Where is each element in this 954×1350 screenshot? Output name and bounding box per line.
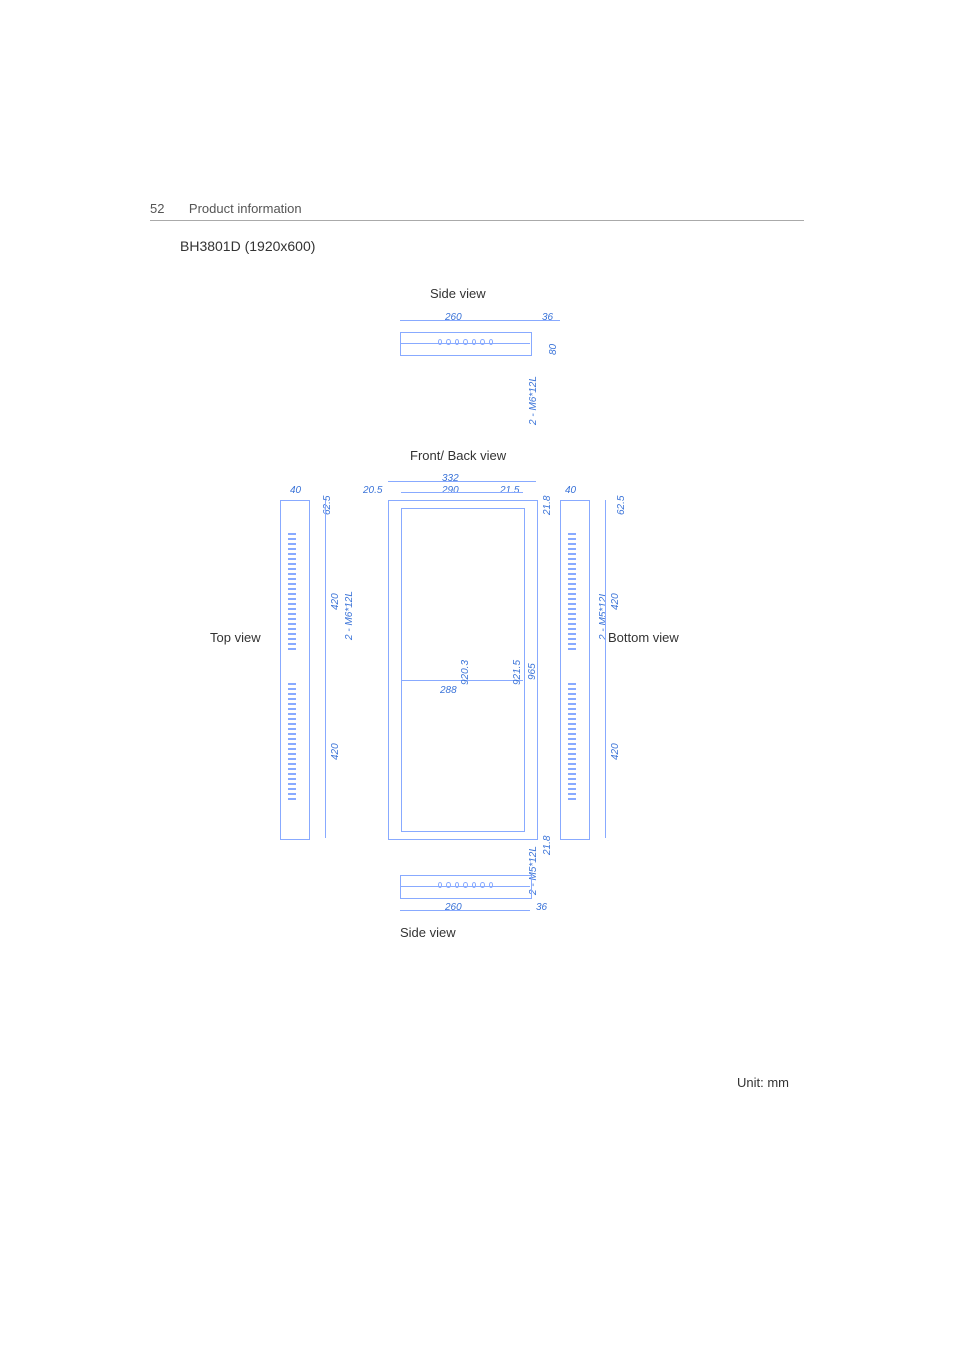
model-title: BH3801D (1920x600) <box>180 238 315 254</box>
top-view-slots-upper <box>288 530 296 650</box>
dim-bot-420b: 420 <box>610 743 621 760</box>
dim-top-420b: 420 <box>330 743 341 760</box>
note-side-top-hole: 2 - M6*12L <box>528 376 539 425</box>
dimline-side-bot-w <box>400 910 530 911</box>
dim-fb-205: 20.5 <box>363 485 382 496</box>
dim-fb-9215: 921.5 <box>512 660 523 685</box>
dimline-fb-top1 <box>388 481 536 482</box>
note-top-hole: 2 - M6*12L <box>344 591 355 640</box>
dim-fb-9203: 920.3 <box>460 660 471 685</box>
unit-label: Unit: mm <box>737 1075 789 1090</box>
dim-side-bot-260: 260 <box>445 902 462 913</box>
page-header: 52 Product information <box>150 200 804 218</box>
dim-bot-40: 40 <box>565 485 576 496</box>
dimline-bot-outer <box>605 500 606 838</box>
dim-fb-965: 965 <box>527 663 538 680</box>
dim-fb-218-top: 21.8 <box>542 496 553 515</box>
dim-fb-332: 332 <box>442 473 459 484</box>
side-view-bottom-holes <box>438 880 493 890</box>
dim-side-top-80: 80 <box>548 344 559 355</box>
dimline-top-outer <box>325 500 326 838</box>
dim-fb-290: 290 <box>442 485 459 496</box>
dimline-fb-top2 <box>401 492 523 493</box>
dimline-side-top-w2 <box>530 320 560 321</box>
dim-fb-215: 21.5 <box>500 485 519 496</box>
dim-side-top-36: 36 <box>542 312 553 323</box>
page-root: 52 Product information BH3801D (1920x600… <box>0 0 954 1350</box>
dim-side-top-260: 260 <box>445 312 462 323</box>
dim-top-420a: 420 <box>330 593 341 610</box>
page-number: 52 <box>150 201 164 216</box>
note-bot-hole: 2 - M5*12L <box>598 591 609 640</box>
dim-top-40: 40 <box>290 485 301 496</box>
dim-bot-420a: 420 <box>610 593 621 610</box>
header-rule <box>150 220 804 221</box>
header-section-title: Product information <box>189 201 302 216</box>
side-view-top-holes <box>438 337 493 347</box>
dimline-side-top-w <box>400 320 530 321</box>
bottom-view-slots-lower <box>568 680 576 800</box>
bottom-view-slots-upper <box>568 530 576 650</box>
dim-bot-625: 62.5 <box>616 496 627 515</box>
top-view-slots-lower <box>288 680 296 800</box>
diagram-area: 260 36 80 2 - M6*12L 332 290 288 20.5 21… <box>150 270 804 1030</box>
dim-top-625: 62.5 <box>322 496 333 515</box>
dim-fb-288: 288 <box>440 685 457 696</box>
dim-side-bot-36: 36 <box>536 902 547 913</box>
dim-fb-218-bot: 21.8 <box>542 836 553 855</box>
